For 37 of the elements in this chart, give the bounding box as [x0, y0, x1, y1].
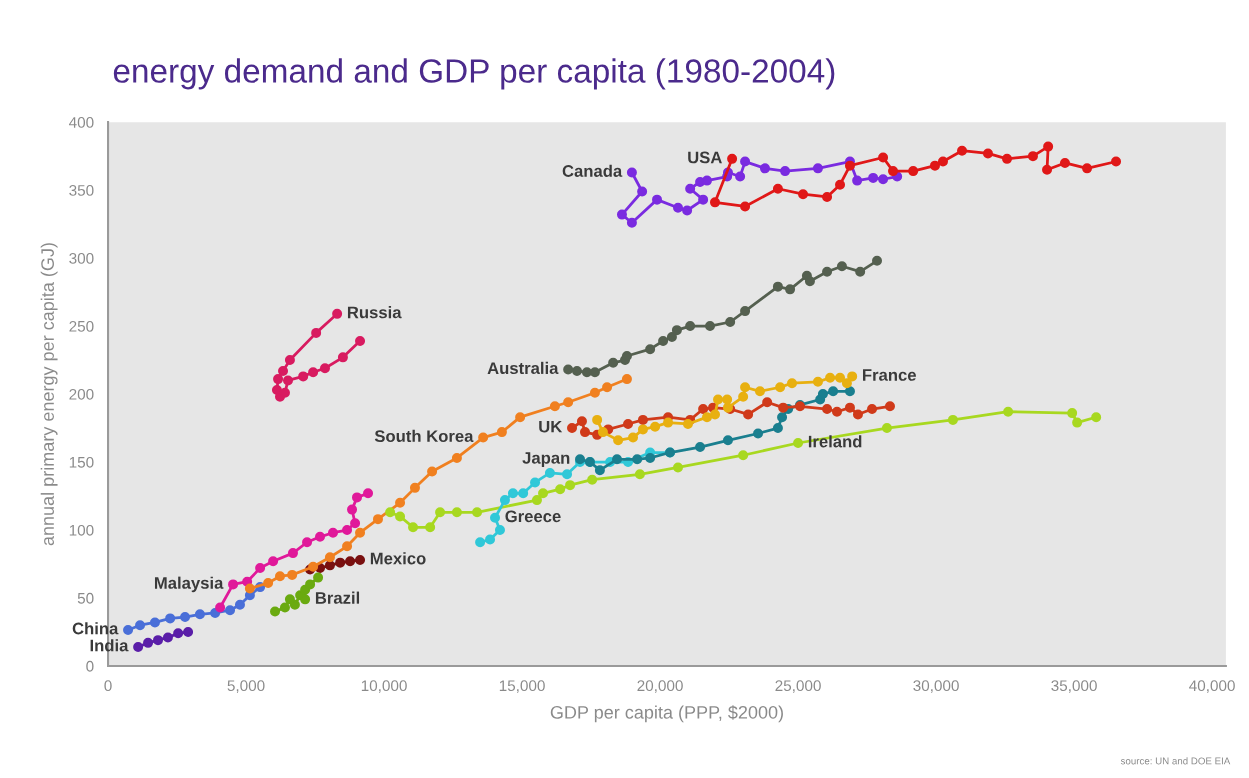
x-tick-label: 35,000 — [1051, 680, 1097, 693]
x-tick-label: 10,000 — [361, 680, 407, 693]
y-tick-label: 100 — [69, 524, 94, 536]
y-tick-label: 200 — [69, 388, 94, 400]
series-label: USA — [688, 151, 722, 164]
x-tick-label: 15,000 — [499, 680, 545, 693]
series-label: China — [72, 622, 119, 635]
y-axis-title: annual primary energy per capita (GJ) — [40, 243, 58, 546]
series-label: Greece — [505, 510, 561, 523]
series-label: Mexico — [370, 552, 426, 565]
y-tick-label: 150 — [69, 456, 94, 468]
x-tick-label: 30,000 — [913, 680, 959, 693]
series-label: France — [863, 369, 916, 381]
series-label: Canada — [562, 164, 623, 177]
y-tick-label: 0 — [86, 660, 94, 672]
series-label: Australia — [487, 361, 559, 375]
x-tick-label: 20,000 — [637, 680, 683, 693]
series-label: Brazil — [315, 591, 360, 604]
series-label: South Korea — [374, 429, 474, 443]
y-tick-label: 50 — [77, 592, 94, 604]
y-tick-label: 250 — [69, 320, 94, 332]
y-tick-label: 300 — [69, 252, 94, 264]
series-label: Malaysia — [154, 576, 224, 593]
x-axis-title: GDP per capita (PPP, $2000) — [550, 705, 783, 723]
y-tick-label: 350 — [69, 184, 94, 196]
series-label: UK — [539, 420, 563, 433]
series-label: India — [90, 639, 129, 652]
series-label: Ireland — [808, 435, 862, 448]
chart-title: energy demand and GDP per capita (1980-2004) — [113, 58, 835, 90]
x-tick-label: 40,000 — [1189, 680, 1235, 693]
series-label: Russia — [347, 306, 402, 319]
series-label: Japan — [522, 452, 570, 468]
x-tick-label: 0 — [104, 680, 112, 692]
x-tick-label: 25,000 — [775, 680, 821, 693]
x-tick-label: 5,000 — [227, 680, 265, 693]
y-tick-label: 400 — [69, 117, 94, 128]
source-note: source: UN and DOE EIA — [1120, 757, 1231, 765]
